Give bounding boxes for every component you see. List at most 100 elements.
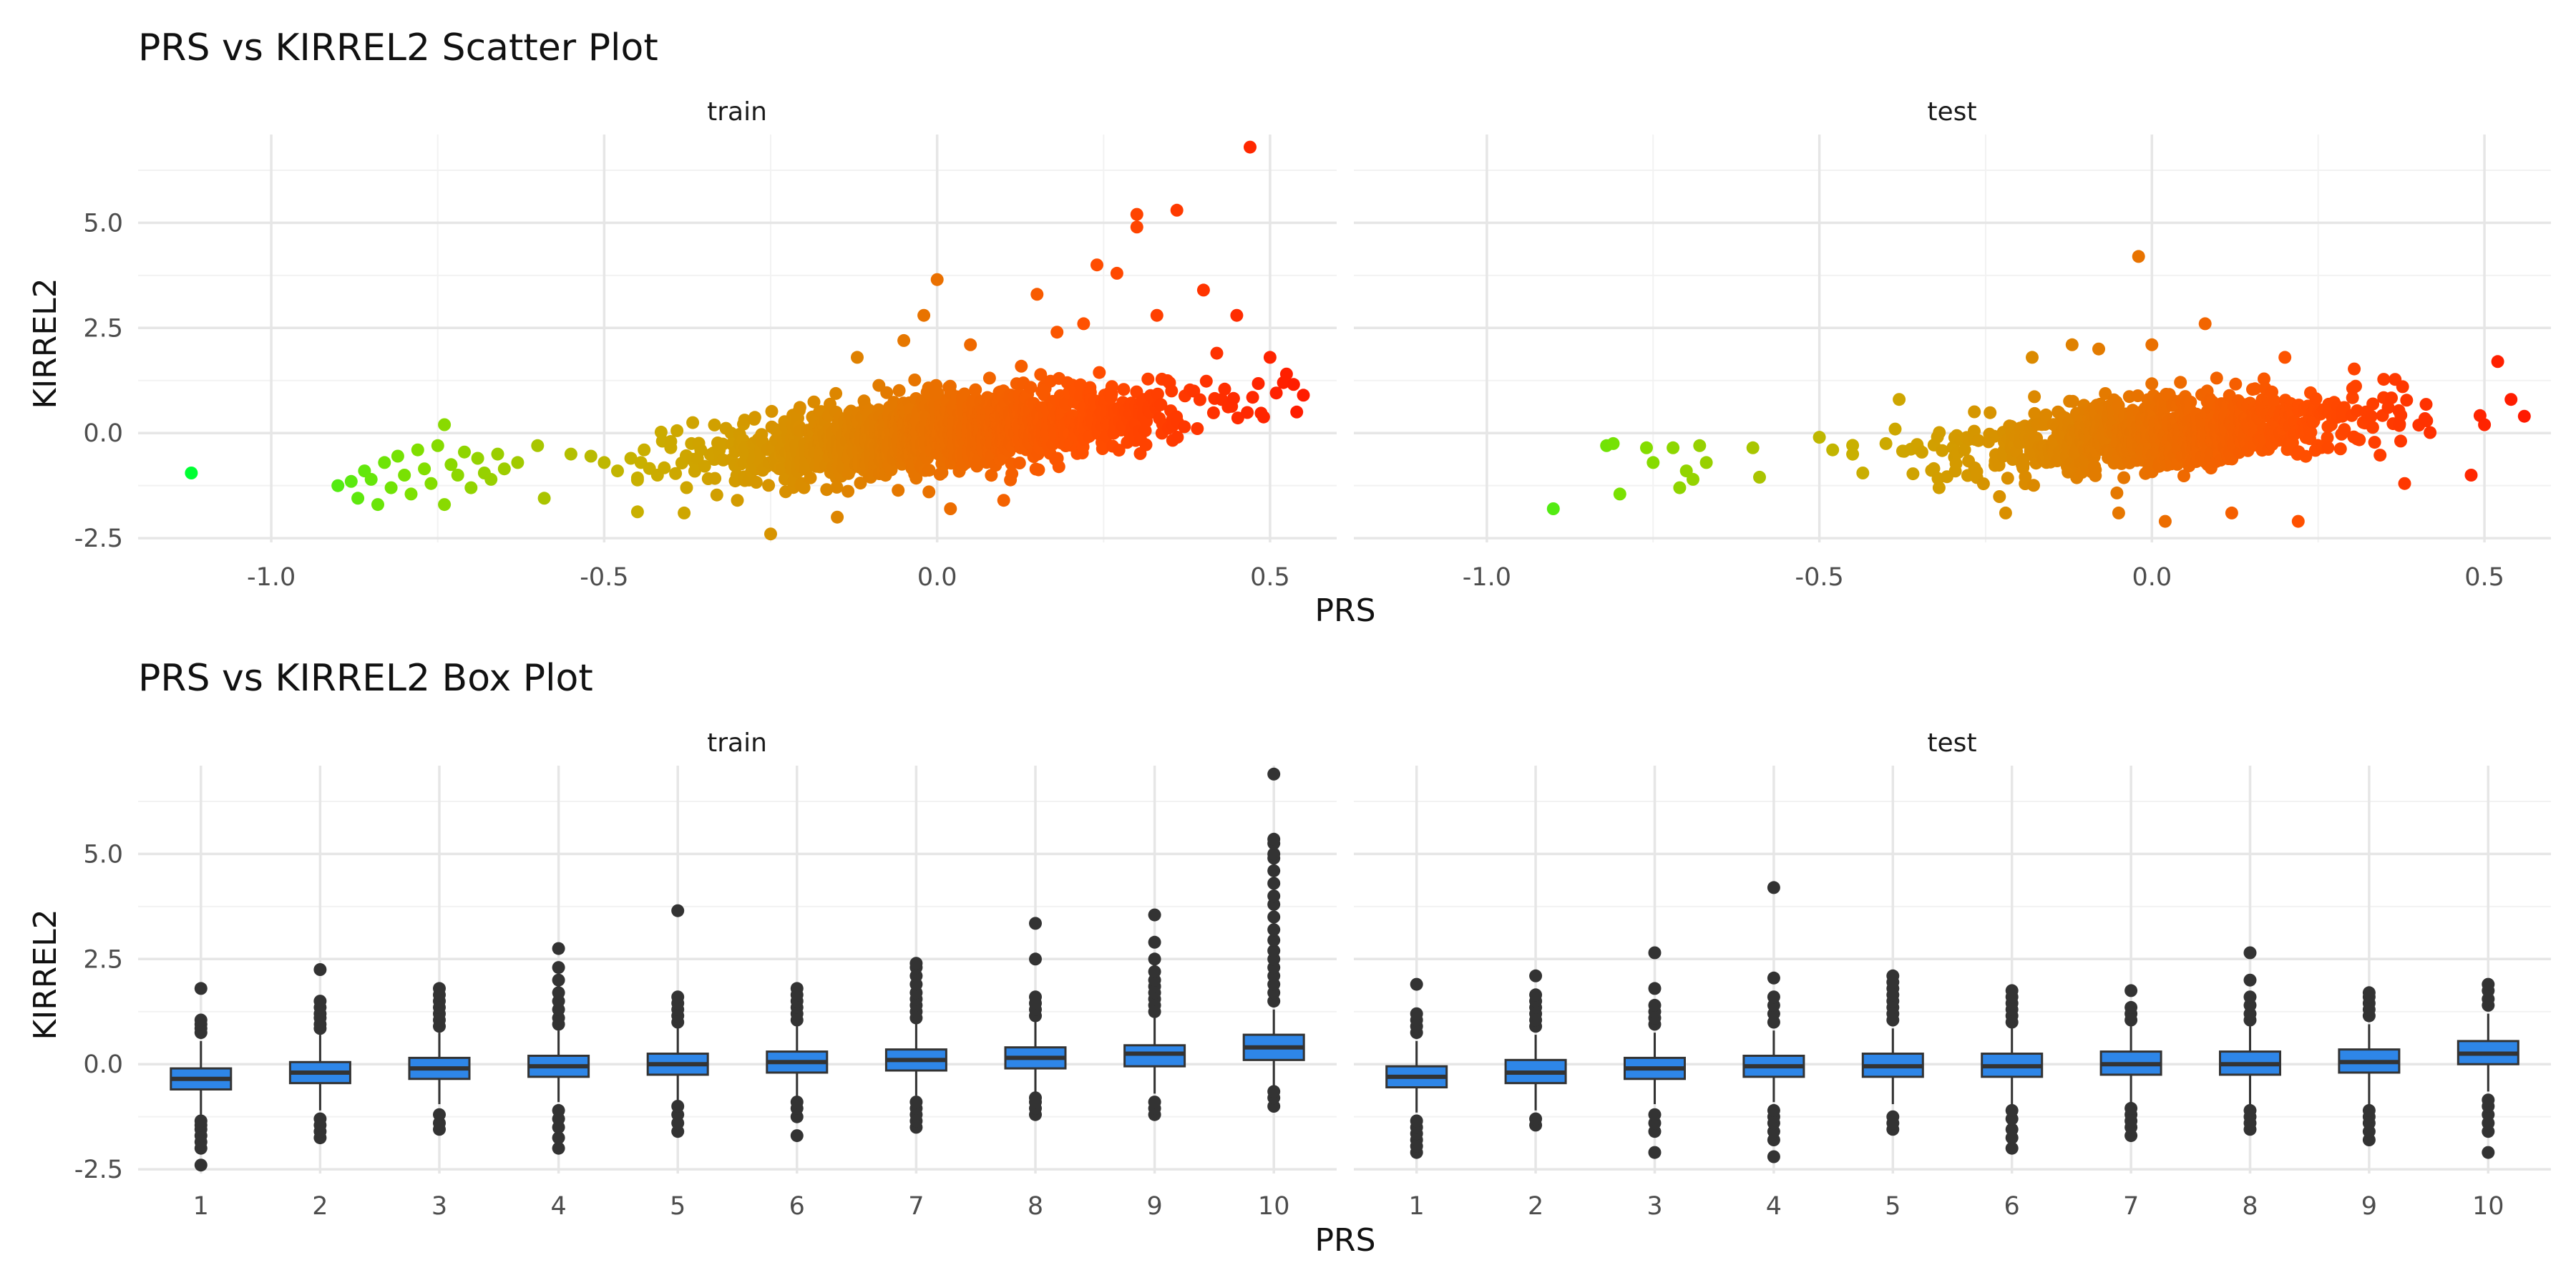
x-tick-label: 8 [2242,1192,2258,1221]
scatter-point [1999,506,2012,519]
box-outlier [433,1108,446,1121]
scatter-point [2110,486,2124,499]
scatter-point [2145,338,2159,351]
box-outlier [1029,990,1042,1004]
x-tick-label: 9 [1146,1192,1162,1221]
scatter-point [1606,436,1620,450]
scatter-point [1165,384,1179,398]
scatter-point [897,333,911,347]
scatter-y-axis: -2.5 0.0 2.5 5.0 [74,209,123,553]
scatter-point [2132,250,2145,263]
scatter-point [2039,408,2053,421]
scatter-point [1218,382,1231,396]
y-tick-label: 5.0 [83,209,123,238]
scatter-point [982,371,996,385]
scatter-point [424,477,438,490]
scatter-point [2333,442,2347,456]
box-outlier [1029,917,1042,930]
box-outlier [1267,933,1281,947]
scatter-point [1105,380,1118,394]
x-tick-label: 4 [1766,1192,1782,1221]
scatter-point [985,469,998,482]
scatter-point [351,492,365,505]
scatter-strip-train: train [707,97,767,127]
box-2 [1504,969,1567,1132]
scatter-points-train [185,140,1310,541]
scatter-point [1888,422,1902,436]
scatter-point [765,404,779,418]
x-tick-label: 5 [1885,1192,1901,1221]
box-outlier [1267,923,1281,937]
scatter-point [2089,469,2102,482]
scatter-point [630,473,644,487]
box-outlier [1148,965,1161,978]
scatter-point [2338,401,2351,414]
x-tick-label: 2 [312,1192,328,1221]
x-tick-label: 0.5 [2464,563,2504,592]
scatter-point [797,481,811,494]
scatter-point [2278,351,2292,364]
scatter-x-axis: -1.0 -0.5 0.0 0.5 -1.0 -0.5 0.0 0.5 [247,563,2504,592]
scatter-point [1091,258,1103,272]
scatter-point [1171,431,1184,444]
y-tick-label: 5.0 [83,840,123,869]
box-8 [2219,946,2281,1136]
scatter-point [2016,457,2030,471]
scatter-point [1199,374,1213,388]
scatter-point [748,411,761,424]
box-3 [408,982,471,1136]
scatter-point [854,477,867,490]
x-tick-label: 2 [1528,1192,1543,1221]
scatter-point [1932,481,1946,494]
scatter-point [1667,441,1680,454]
scatter-point [438,418,452,431]
scatter-point [1279,367,1293,381]
x-tick-label: 8 [1028,1192,1043,1221]
scatter-point [1546,502,1560,515]
scatter-point [686,416,700,429]
box-outlier [194,1013,208,1027]
box-outlier [1267,889,1281,903]
x-tick-label: 10 [1258,1192,1290,1221]
scatter-point [2001,472,2014,485]
scatter-point [1013,457,1026,469]
box-outlier [1148,908,1161,922]
box-x-label: PRS [1314,1222,1375,1259]
y-tick-label: -2.5 [74,1156,123,1184]
box-outlier [194,1114,208,1128]
scatter-point [2112,506,2125,519]
box-outlier [1148,935,1161,949]
x-tick-label: 1 [193,1192,209,1221]
box-outlier [1648,1108,1662,1121]
scatter-point [630,505,644,519]
scatter-point [1968,405,1981,419]
box-outlier [1267,877,1281,890]
box-y-axis: -2.5 0.0 2.5 5.0 [74,840,123,1184]
scatter-point [2366,397,2380,411]
scatter-point [1032,463,1045,477]
scatter-point [749,476,763,489]
scatter-point [1746,441,1760,454]
scatter-point [2364,409,2378,423]
box-9 [1123,908,1186,1121]
x-tick-label: 9 [2361,1192,2377,1221]
scatter-point [880,386,894,399]
box-outlier [313,1112,327,1126]
scatter-point [1024,381,1038,394]
scatter-point [464,481,478,494]
box-5 [1861,969,1924,1136]
scatter-point [1231,411,1244,425]
box-outlier [2362,1103,2376,1117]
scatter-point [584,449,597,463]
scatter-point [909,472,923,485]
box-outlier [313,963,327,976]
scatter-point [930,273,944,286]
scatter-point [391,449,404,463]
x-tick-label: 7 [908,1192,924,1221]
box-7 [2099,984,2162,1143]
scatter-point [491,447,504,461]
scatter-point [2184,395,2197,409]
scatter-point [1110,266,1123,280]
box-outlier [552,1131,565,1145]
box-outlier [671,904,685,917]
